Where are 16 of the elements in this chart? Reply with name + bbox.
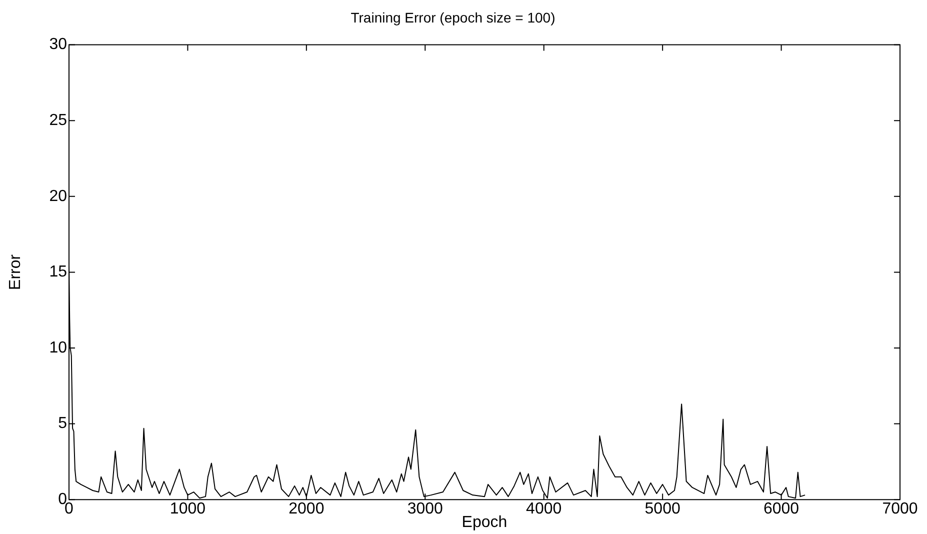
x-tick-label: 3000	[407, 500, 444, 518]
x-tick-label: 1000	[170, 500, 206, 518]
y-tick-label: 5	[58, 415, 68, 432]
y-axis-title: Error	[7, 254, 24, 290]
x-tick-label: 7000	[882, 500, 918, 518]
x-tick-label: 2000	[288, 500, 324, 518]
x-axis-title: Epoch	[462, 514, 508, 531]
y-tick-label: 15	[49, 264, 68, 281]
chart-title: Training Error (epoch size = 100)	[350, 9, 556, 26]
x-tick-label: 6000	[763, 500, 800, 518]
x-tick-label: 5000	[644, 500, 680, 518]
x-tick-label: 4000	[526, 500, 562, 518]
y-tick-label: 10	[49, 339, 68, 356]
y-tick-label: 20	[49, 188, 68, 205]
y-tick-label: 30	[49, 36, 68, 54]
y-tick-label: 25	[49, 112, 68, 130]
